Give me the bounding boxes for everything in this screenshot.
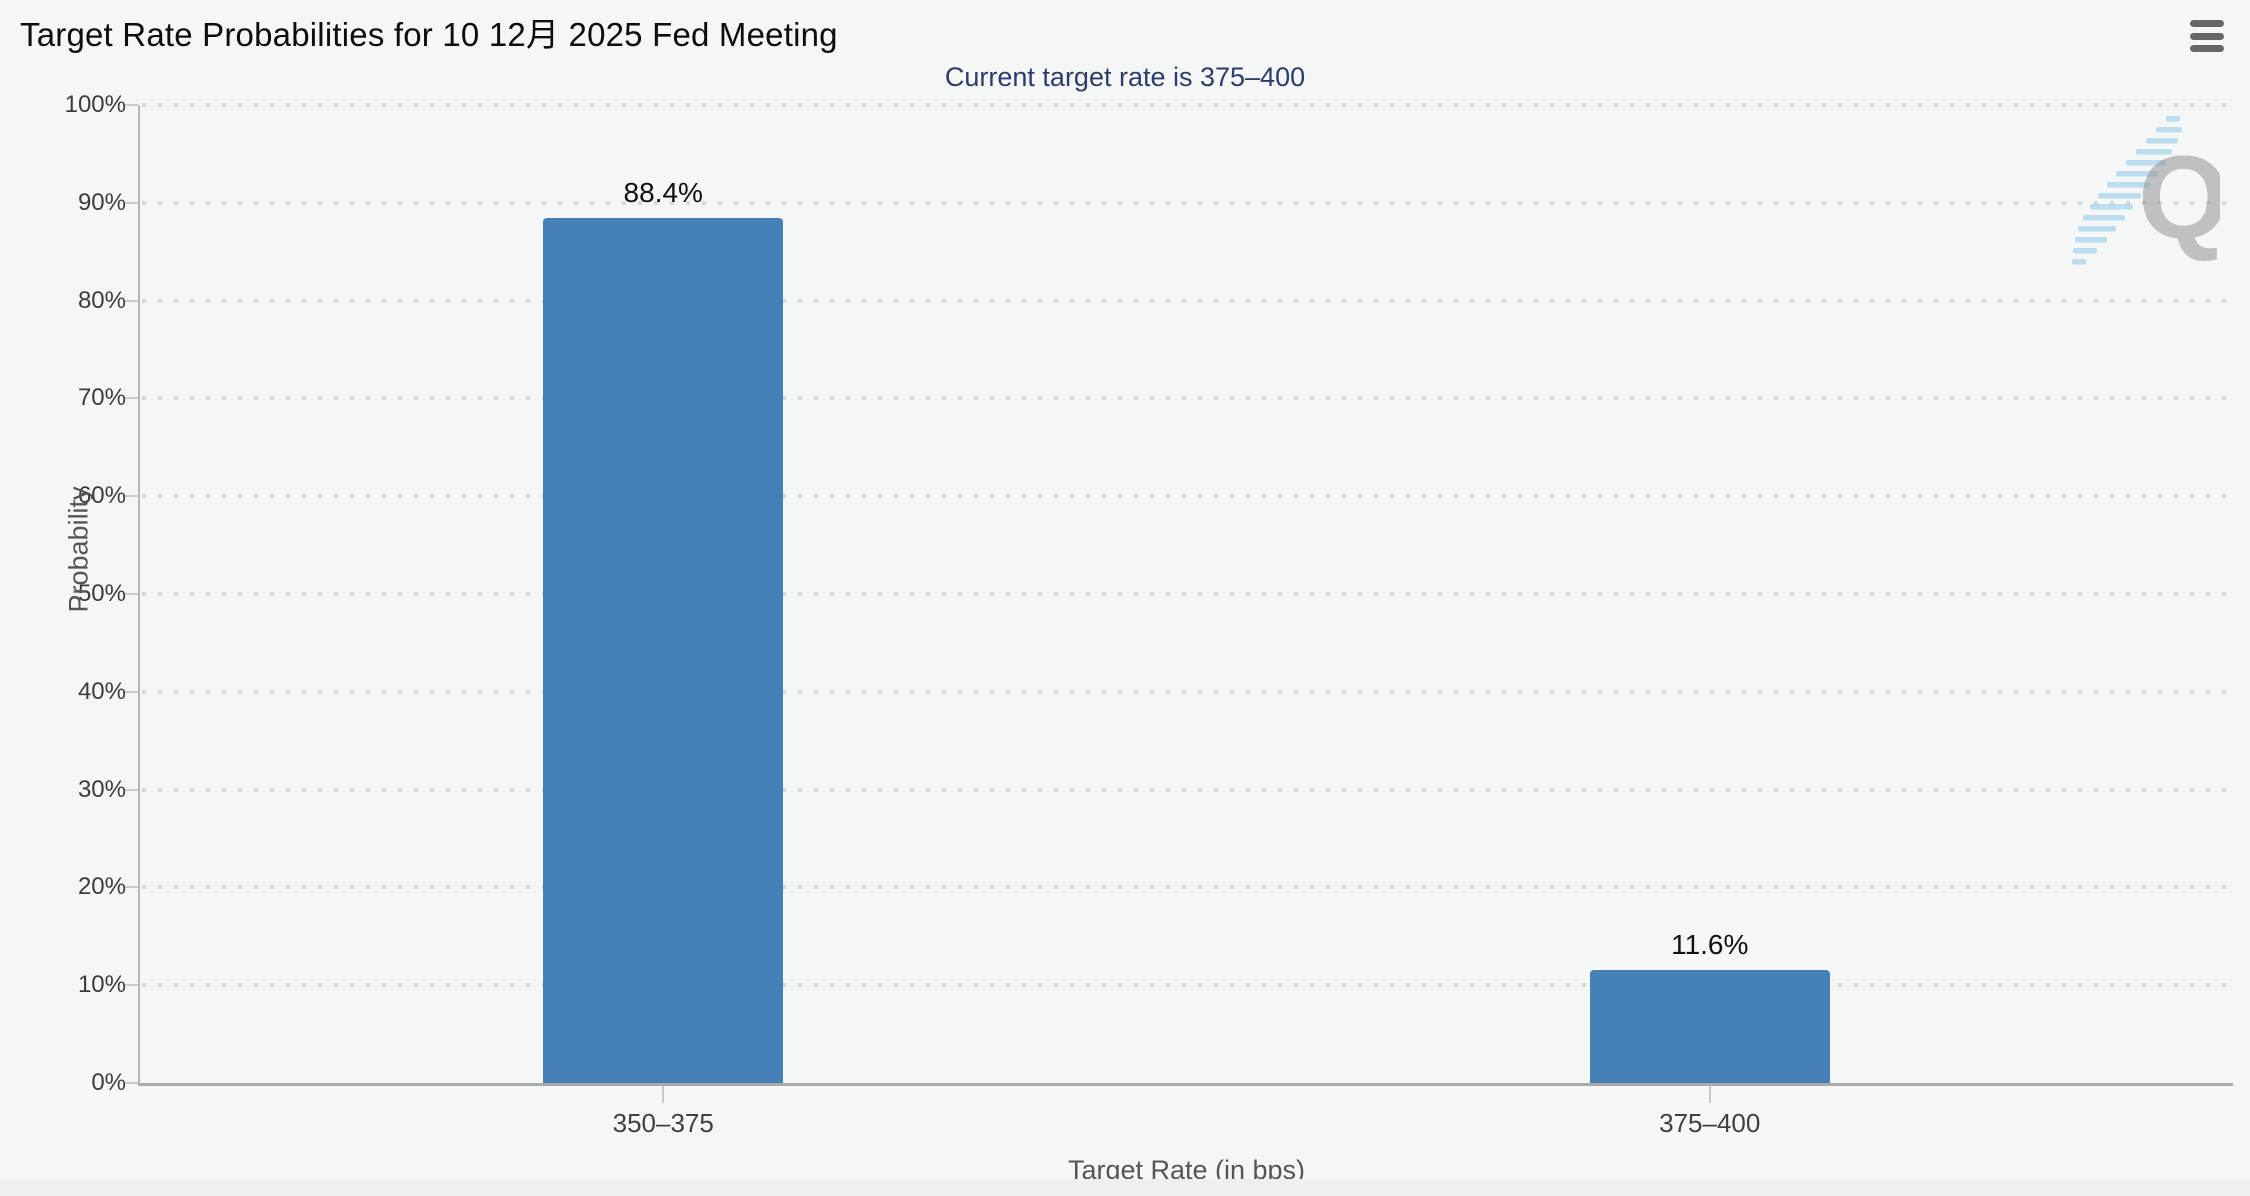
y-tick-label: 40% (77, 677, 126, 705)
y-tick-label: 30% (77, 775, 126, 803)
y-axis-title: Probability (63, 486, 94, 613)
gridline-70 (142, 396, 2233, 401)
x-tick-mark (662, 1086, 665, 1103)
gridline-90 (142, 200, 2233, 205)
chart-title: Target Rate Probabilities for 10 12月 202… (20, 16, 838, 53)
hamburger-bar (2190, 32, 2224, 40)
bar-slot: 11.6% (1187, 105, 2234, 1103)
bar-value-label: 11.6% (1671, 928, 1749, 960)
y-tick-mark (124, 104, 138, 106)
plot-area: 88.4% 11.6% 350–375 375–400 Target Rate (i… (65, 91, 2234, 1185)
y-tick-mark (124, 495, 138, 498)
x-tick-label: 350–375 (612, 1108, 714, 1138)
gridline-30 (142, 787, 2233, 792)
bar-slot: 88.4% (140, 105, 1187, 1103)
bars-container: 88.4% 11.6% (140, 105, 2234, 1103)
y-tick-label: 100% (64, 91, 126, 118)
gridline-40 (142, 689, 2233, 694)
gridline-60 (142, 494, 2233, 499)
y-tick-label: 20% (77, 873, 126, 901)
y-tick-label: 90% (77, 188, 126, 216)
y-tick-mark (124, 788, 138, 791)
y-tick-mark (124, 593, 138, 595)
y-tick-label: 0% (91, 1069, 126, 1096)
gridline-10 (142, 983, 2233, 988)
y-tick-mark (124, 299, 138, 302)
x-tick-label: 375–400 (1659, 1108, 1761, 1138)
footer-strip (0, 1179, 2250, 1196)
y-tick-mark (124, 984, 138, 987)
y-tick-label: 80% (77, 286, 126, 314)
bar-value-label: 88.4% (623, 177, 703, 209)
y-tick-mark (124, 886, 138, 889)
hamburger-bar (2190, 45, 2224, 52)
y-tick-mark (124, 1082, 138, 1084)
chart-subtitle: Current target rate is 375–400 (944, 62, 1306, 92)
probability-bar[interactable] (1589, 969, 1830, 1083)
gridline-50 (142, 592, 2233, 596)
y-tick-mark (124, 690, 138, 693)
y-tick-label: 50% (77, 580, 126, 607)
hamburger-bar (2190, 20, 2224, 27)
gridline-100 (142, 103, 2233, 107)
gridline-80 (142, 298, 2233, 303)
y-tick-label: 10% (77, 971, 126, 999)
y-tick-label: 70% (77, 384, 126, 412)
x-tick-labels: 350–375 375–400 (140, 1108, 2233, 1139)
y-tick-mark (124, 201, 138, 204)
y-tick-mark (124, 397, 138, 400)
gridline-20 (142, 885, 2233, 890)
y-tick-label: 60% (77, 482, 126, 510)
hamburger-menu-icon[interactable] (2190, 20, 2224, 52)
x-tick-mark (1708, 1086, 1711, 1103)
probability-bar[interactable] (543, 218, 784, 1083)
